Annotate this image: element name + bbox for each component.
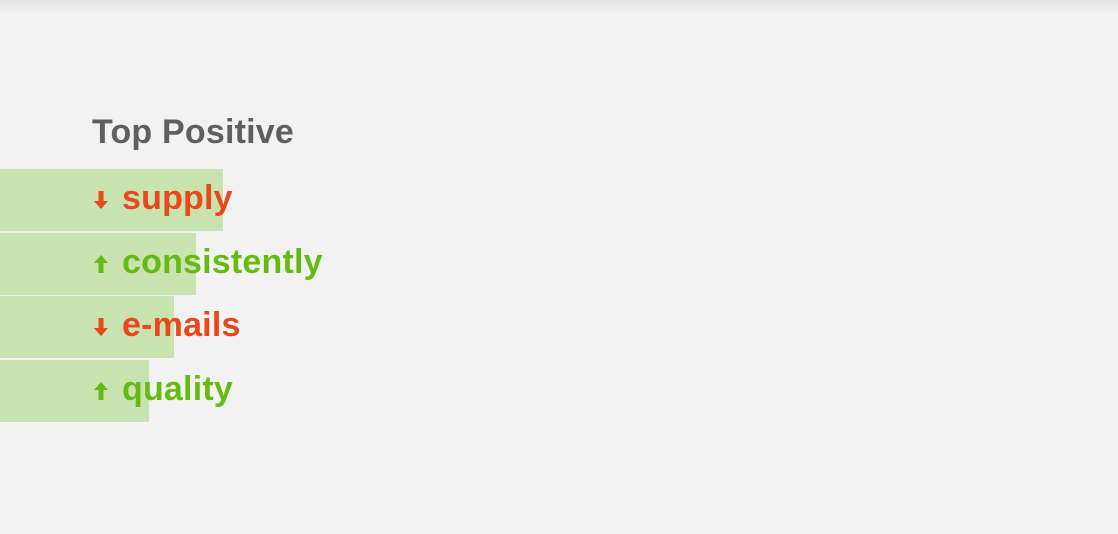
bar-row[interactable]: e-mails bbox=[0, 296, 1118, 358]
bar-label: consistently bbox=[92, 233, 323, 295]
chart-title: Top Positive bbox=[92, 113, 295, 151]
bar-label: quality bbox=[92, 360, 233, 422]
bar-label: e-mails bbox=[92, 296, 241, 358]
bar-label: supply bbox=[92, 169, 233, 231]
bar-row[interactable]: supply bbox=[0, 169, 1118, 231]
arrow-up-icon bbox=[92, 253, 110, 275]
arrow-down-icon bbox=[92, 316, 110, 338]
bar-term: quality bbox=[122, 370, 233, 408]
arrow-down-icon bbox=[92, 189, 110, 211]
bar-term: e-mails bbox=[122, 306, 241, 344]
bar bbox=[0, 360, 149, 422]
top-shadow bbox=[0, 0, 1118, 14]
bar bbox=[0, 233, 196, 295]
bar-row[interactable]: consistently bbox=[0, 233, 1118, 295]
bar-row[interactable]: quality bbox=[0, 360, 1118, 422]
bar-term: consistently bbox=[122, 243, 323, 281]
bar bbox=[0, 296, 174, 358]
bar bbox=[0, 169, 223, 231]
arrow-up-icon bbox=[92, 380, 110, 402]
bar-term: supply bbox=[122, 179, 233, 217]
